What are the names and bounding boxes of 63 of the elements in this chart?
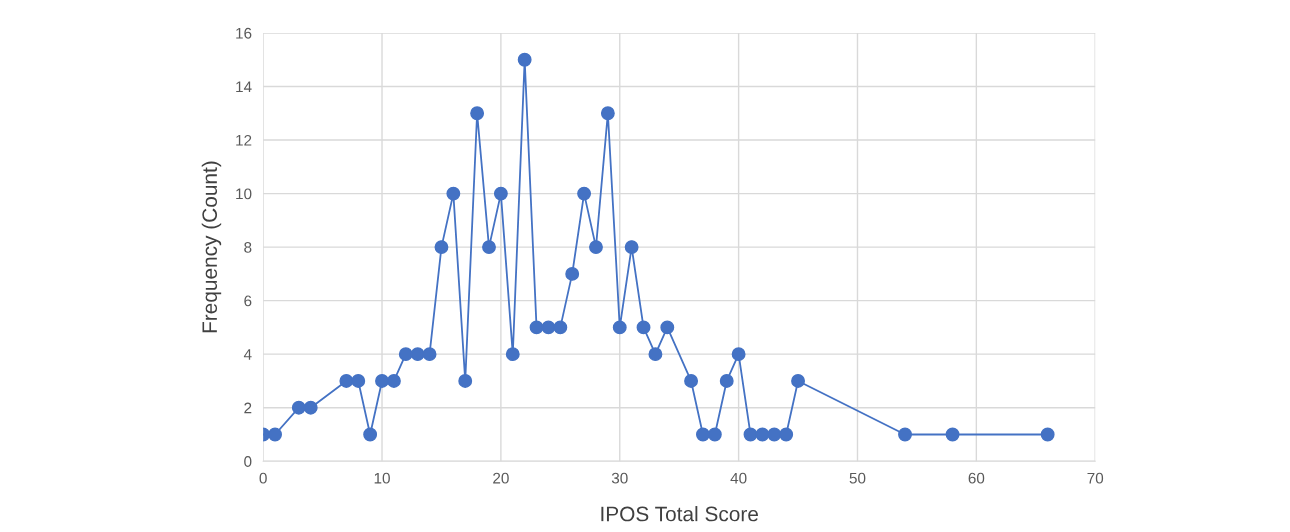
point — [707, 427, 722, 442]
y-tick-label: 14 — [236, 81, 252, 93]
point — [529, 320, 544, 335]
x-tick-label: 30 — [611, 472, 628, 484]
y-tick-label: 8 — [244, 241, 252, 253]
y-axis-title: Frequency (Count) — [201, 161, 222, 333]
point — [541, 320, 556, 335]
y-tick-label: 4 — [243, 349, 252, 360]
point — [719, 374, 734, 388]
point — [898, 427, 912, 442]
x-axis-title: IPOS Total Score — [601, 506, 758, 522]
point — [945, 427, 960, 442]
point — [482, 240, 496, 255]
point — [565, 266, 580, 281]
point — [446, 186, 461, 201]
point — [422, 347, 437, 362]
point — [303, 400, 318, 415]
point — [767, 427, 782, 442]
point — [398, 347, 413, 362]
x-tick-label: 70 — [1087, 472, 1104, 484]
point — [755, 427, 770, 442]
point — [589, 240, 603, 255]
point — [731, 347, 746, 362]
point — [268, 427, 282, 442]
point — [743, 427, 758, 442]
point — [684, 374, 699, 388]
y-tick-label: 2 — [244, 402, 252, 414]
point — [636, 320, 651, 335]
point — [363, 427, 378, 442]
point — [410, 347, 425, 362]
point — [791, 374, 805, 388]
x-tick-label: 60 — [968, 472, 985, 484]
x-tick-label: 50 — [849, 472, 866, 484]
point — [660, 320, 675, 335]
point — [696, 427, 710, 442]
point — [470, 106, 485, 121]
point — [648, 347, 663, 362]
y-tick-label: 0 — [244, 456, 252, 467]
y-tick-label: 16 — [236, 27, 252, 39]
point — [434, 240, 449, 255]
point — [493, 186, 508, 201]
point — [458, 374, 473, 388]
point — [1040, 427, 1055, 442]
point — [779, 427, 794, 442]
point — [351, 374, 366, 388]
x-tick-label: 10 — [374, 472, 390, 484]
point — [624, 240, 639, 255]
x-tick-label: 0 — [259, 472, 267, 484]
point — [291, 400, 306, 415]
y-tick-label: 10 — [236, 188, 252, 200]
x-tick-label: 40 — [730, 472, 747, 484]
y-tick-label: 6 — [244, 295, 252, 307]
point — [600, 106, 615, 121]
x-tick-label: 20 — [493, 472, 509, 484]
point — [553, 320, 568, 335]
point — [577, 186, 592, 201]
point — [505, 347, 520, 362]
point — [517, 52, 532, 67]
point — [375, 374, 389, 388]
y-tick-label: 12 — [236, 134, 252, 146]
point — [386, 374, 401, 388]
point — [339, 374, 354, 388]
point — [612, 320, 627, 335]
